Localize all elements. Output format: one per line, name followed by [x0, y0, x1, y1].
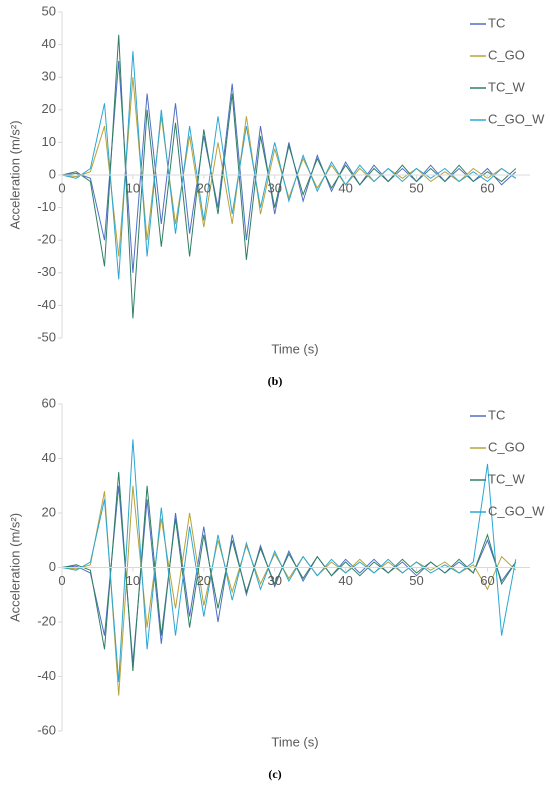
x-tick-label: 60 [480, 180, 494, 195]
legend-label: TC [488, 15, 505, 30]
legend-label: TC [488, 407, 505, 422]
caption: (c) [268, 767, 281, 781]
y-tick-label: 60 [42, 395, 56, 410]
y-tick-label: -60 [37, 722, 56, 737]
x-tick-label: 60 [480, 573, 494, 588]
y-tick-label: -50 [37, 329, 56, 344]
x-axis-label: Time (s) [271, 341, 318, 356]
series-line [61, 60, 517, 273]
y-axis-label: Acceleration (m/s²) [7, 120, 22, 229]
y-tick-label: -20 [37, 232, 56, 247]
x-tick-label: 20 [197, 573, 211, 588]
legend-label: C_GO_W [488, 503, 545, 518]
x-tick-label: 10 [126, 573, 140, 588]
x-tick-label: 10 [126, 180, 140, 195]
y-tick-label: 20 [42, 101, 56, 116]
y-axis-label: Acceleration (m/s²) [7, 513, 22, 622]
series-line [61, 34, 517, 319]
y-tick-label: 30 [42, 69, 56, 84]
legend-label: TC_W [488, 79, 526, 94]
x-tick-label: 0 [58, 180, 65, 195]
x-tick-label: 30 [267, 573, 281, 588]
y-tick-label: 10 [42, 134, 56, 149]
y-tick-label: -40 [37, 668, 56, 683]
y-tick-label: 40 [42, 36, 56, 51]
series-line [61, 485, 517, 696]
y-tick-label: 20 [42, 504, 56, 519]
series-line [61, 51, 517, 280]
legend-label: C_GO [488, 47, 525, 62]
legend-label: C_GO_W [488, 111, 545, 126]
x-axis-label: Time (s) [271, 734, 318, 749]
series-line [61, 439, 517, 683]
y-tick-label: -30 [37, 264, 56, 279]
x-tick-label: 40 [338, 573, 352, 588]
series-line [61, 472, 517, 672]
x-tick-label: 0 [58, 573, 65, 588]
caption: (b) [268, 374, 283, 388]
legend-label: C_GO [488, 439, 525, 454]
legend-label: TC_W [488, 471, 526, 486]
x-tick-label: 20 [197, 180, 211, 195]
x-tick-label: 30 [267, 180, 281, 195]
y-tick-label: 0 [49, 559, 56, 574]
y-tick-label: -40 [37, 297, 56, 312]
x-tick-label: 50 [409, 180, 423, 195]
chart: -60 -40 -20 0 20 40 60 0 10 20 30 40 50 60 Acceleratio… [7, 395, 545, 780]
y-tick-label: 50 [42, 3, 56, 18]
x-tick-label: 40 [338, 180, 352, 195]
y-tick-label: -10 [37, 199, 56, 214]
x-tick-label: 50 [409, 573, 423, 588]
y-tick-label: 40 [42, 450, 56, 465]
y-tick-label: -20 [37, 613, 56, 628]
y-tick-label: 0 [49, 166, 56, 181]
